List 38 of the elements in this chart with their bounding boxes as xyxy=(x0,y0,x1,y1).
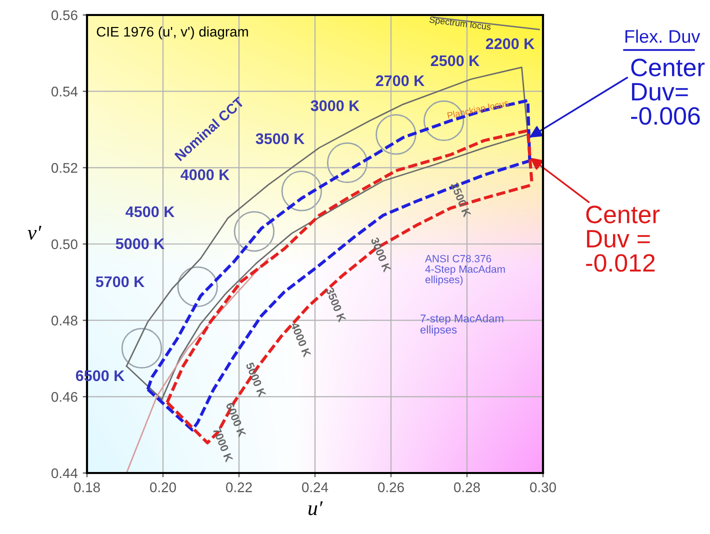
text: CIE 1976 (u', v') diagram xyxy=(96,26,248,40)
x-tick-label: 0.26 xyxy=(378,482,404,492)
annotation: 2500 K xyxy=(430,55,480,66)
x-tick-label: 0.30 xyxy=(530,482,556,492)
y-tick-label: 0.52 xyxy=(51,163,78,173)
y-tick-label: 0.56 xyxy=(51,10,78,20)
text: Flex. Duv xyxy=(625,30,700,43)
annotation: 3500 K xyxy=(256,133,304,144)
x-tick-label: 0.20 xyxy=(150,482,176,492)
annotation: 5000 K xyxy=(246,362,266,398)
x-tick-label: 0.24 xyxy=(302,482,328,492)
x-axis-title: u′ xyxy=(308,501,323,516)
y-tick-label: 0.48 xyxy=(51,316,78,326)
annotation: Planckian locus xyxy=(447,99,509,119)
annotation: 2500 K xyxy=(450,182,472,218)
annotation: 5000 K xyxy=(116,238,164,250)
x-tick-label: 0.22 xyxy=(226,482,252,492)
annotation: 3500 K xyxy=(326,286,346,323)
annotation: 2700 K xyxy=(376,75,424,86)
annotation: Center Duv= -0.006 xyxy=(631,58,705,125)
annotation: 5700 K xyxy=(96,276,144,288)
annotation: Spectrum locus xyxy=(429,16,492,32)
x-tick-label: 0.18 xyxy=(74,482,100,492)
x-tick-label: 0.28 xyxy=(454,482,480,492)
annotation: 3000 K xyxy=(310,100,360,112)
y-tick-label: 0.46 xyxy=(51,392,78,402)
y-tick-label: 0.54 xyxy=(51,86,78,97)
annotation: 4000 K xyxy=(180,169,230,180)
annotation: Center Duv = -0.012 xyxy=(586,206,660,272)
annotation: 4500 K xyxy=(126,206,174,218)
annotation: 2200 K xyxy=(486,38,534,50)
annotation: 4000 K xyxy=(290,322,312,358)
y-tick-label: 0.50 xyxy=(51,239,78,250)
y-tick-label: 0.44 xyxy=(51,468,78,478)
annotation: 3000 K xyxy=(370,236,392,273)
annotation: 7-step MacAdam ellipses xyxy=(420,314,504,336)
annotation: ANSI C78.376 4-Step MacAdam ellipses) xyxy=(425,254,505,286)
y-axis-title: v′ xyxy=(28,226,42,240)
